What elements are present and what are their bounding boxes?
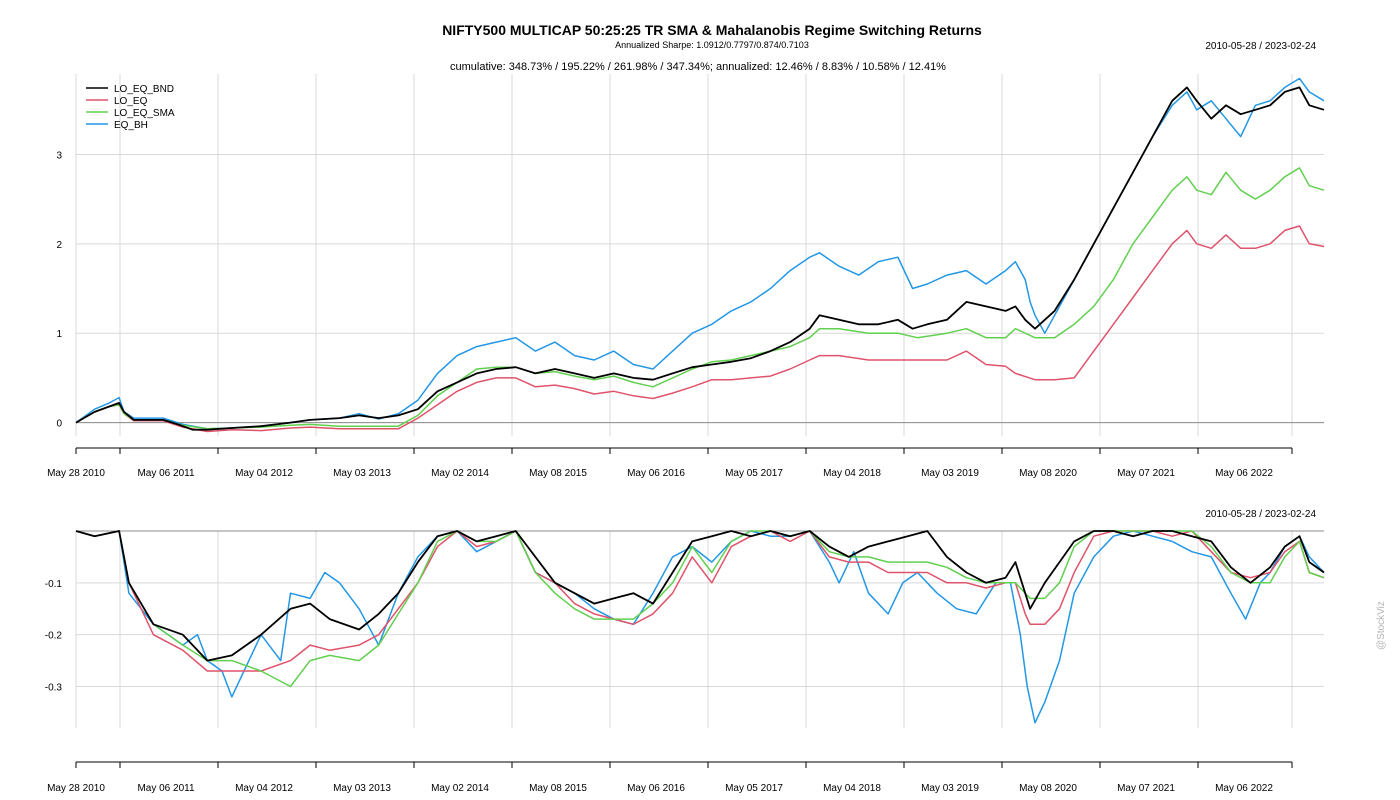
- series-line-lo-eq-sma: [75, 167, 1325, 430]
- x-tick-label: May 06 2016: [627, 783, 685, 794]
- returns-annotation: cumulative: 348.73% / 195.22% / 261.98% …: [450, 61, 946, 73]
- x-tick-label: May 04 2012: [235, 468, 293, 479]
- x-tick-label: May 28 2010: [47, 468, 105, 479]
- series-line-lo-eq: [75, 225, 1325, 433]
- legend-label: LO_EQ: [114, 96, 148, 107]
- x-tick-label: May 07 2021: [1117, 783, 1175, 794]
- x-tick-label: May 05 2017: [725, 468, 783, 479]
- chart-title: NIFTY500 MULTICAP 50:25:25 TR SMA & Maha…: [442, 22, 982, 38]
- series-line-lo-eq-bnd: [75, 86, 1325, 431]
- x-tick-label: May 04 2018: [823, 783, 881, 794]
- top-panel-grid: [75, 74, 1324, 436]
- sharpe-subtitle: Annualized Sharpe: 1.0912/0.7797/0.874/0…: [615, 40, 809, 50]
- bottom-panel-grid: [75, 530, 1324, 728]
- x-tick-label: May 08 2020: [1019, 468, 1077, 479]
- top-series-lines: [75, 77, 1325, 433]
- x-tick-label: May 03 2013: [333, 783, 391, 794]
- legend-label: EQ_BH: [114, 120, 148, 131]
- x-tick-label: May 08 2020: [1019, 783, 1077, 794]
- bottom-x-axis: May 28 2010 May 06 2011 May 04 2012 May 03 …: [47, 761, 1293, 794]
- y-tick-label: -0.2: [45, 631, 63, 642]
- series-line-lo-eq-bnd: [75, 530, 1325, 662]
- x-tick-label: May 06 2016: [627, 468, 685, 479]
- x-tick-label: May 06 2022: [1215, 468, 1273, 479]
- y-tick-label: 1: [56, 329, 62, 340]
- x-tick-label: May 03 2013: [333, 468, 391, 479]
- x-tick-label: May 03 2019: [921, 783, 979, 794]
- y-tick-label: -0.1: [45, 579, 63, 590]
- bottom-y-axis: -0.1 -0.2 -0.3: [45, 579, 63, 694]
- bottom-date-range: 2010-05-28 / 2023-02-24: [1205, 509, 1316, 520]
- bottom-series-lines: [75, 530, 1325, 724]
- x-tick-label: May 03 2019: [921, 468, 979, 479]
- x-tick-label: May 06 2022: [1215, 783, 1273, 794]
- y-tick-label: -0.3: [45, 683, 63, 694]
- y-tick-label: 0: [56, 419, 62, 430]
- y-tick-label: 2: [56, 240, 62, 251]
- top-x-axis: May 28 2010 May 06 2011 May 04 2012 May 03 …: [47, 447, 1293, 479]
- x-tick-label: May 05 2017: [725, 783, 783, 794]
- y-tick-label: 3: [56, 150, 62, 161]
- x-tick-label: May 07 2021: [1117, 468, 1175, 479]
- series-line-lo-eq-sma: [75, 530, 1325, 688]
- top-y-axis: 0 1 2 3: [56, 150, 62, 429]
- series-line-eq-bh: [75, 77, 1325, 430]
- x-tick-label: May 28 2010: [47, 783, 105, 794]
- x-tick-label: May 06 2011: [137, 468, 195, 479]
- x-tick-label: May 08 2015: [529, 468, 587, 479]
- x-tick-label: May 04 2018: [823, 468, 881, 479]
- x-tick-label: May 08 2015: [529, 783, 587, 794]
- legend-label: LO_EQ_BND: [114, 84, 174, 95]
- legend-label: LO_EQ_SMA: [114, 108, 175, 119]
- x-tick-label: May 06 2011: [137, 783, 195, 794]
- x-tick-label: May 02 2014: [431, 468, 489, 479]
- top-date-range: 2010-05-28 / 2023-02-24: [1205, 41, 1316, 52]
- series-line-eq-bh: [75, 530, 1325, 724]
- x-tick-label: May 02 2014: [431, 783, 489, 794]
- x-tick-label: May 04 2012: [235, 783, 293, 794]
- watermark: @StockViz: [1376, 601, 1387, 650]
